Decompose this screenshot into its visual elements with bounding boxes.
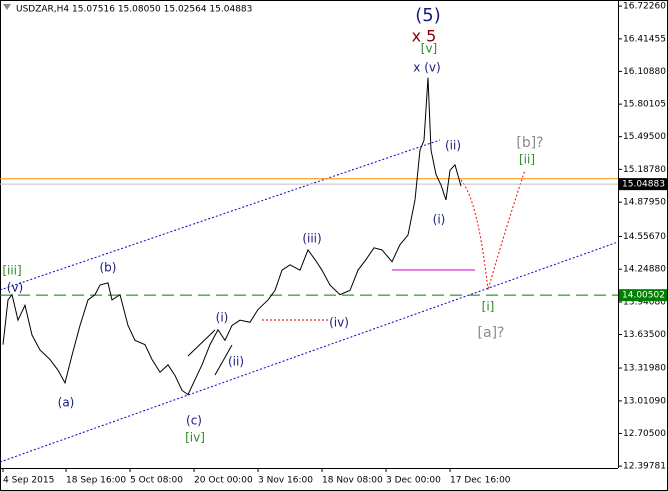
y-tick-label: 16.10880 <box>623 67 666 77</box>
wave-label: [a]? <box>478 325 505 341</box>
wave-label: [b]? <box>516 135 543 151</box>
wave-label: [v] <box>421 42 437 56</box>
price-line <box>2 77 462 396</box>
y-tick-label: 13.31980 <box>623 364 666 374</box>
x-tick-label: 17 Dec 16:00 <box>450 476 511 486</box>
wedge-line <box>187 329 216 357</box>
y-tick-label: 13.94080 <box>623 297 666 307</box>
y-tick-label: 15.49500 <box>623 132 666 142</box>
y-tick-label: 13.01090 <box>623 396 666 406</box>
y-tick-label: 16.72260 <box>623 2 666 12</box>
price-label-box <box>619 289 667 302</box>
price-label-box <box>619 178 667 191</box>
wave-label: (ii) <box>228 355 244 369</box>
price-label: 15.04883 <box>622 180 665 190</box>
x-tick-label: 3 Nov 16:00 <box>258 476 313 486</box>
x-tick-label: 4 Sep 2015 <box>3 476 54 486</box>
y-tick-label: 16.41455 <box>623 34 666 44</box>
y-tick-label: 14.87950 <box>623 198 666 208</box>
header-icon <box>3 4 11 10</box>
y-tick-label: 12.70500 <box>623 429 666 439</box>
channel-upper <box>0 139 441 291</box>
wave-label: (5) <box>415 5 441 26</box>
wave-label: (v) <box>7 281 23 295</box>
wave-label: (i) <box>433 213 446 227</box>
wave-label: (ii) <box>445 139 461 153</box>
wave-label: (i) <box>216 311 229 325</box>
wave-label: (iv) <box>329 316 349 330</box>
y-tick-label: 14.55670 <box>623 232 666 242</box>
price-label: 14.00502 <box>622 291 665 301</box>
wave-label: [iv] <box>185 431 205 445</box>
wave-label: [iii] <box>2 264 21 278</box>
y-tick-label: 15.18780 <box>623 165 666 175</box>
wave-label: (b) <box>100 261 117 275</box>
x-tick-label: 5 Oct 08:00 <box>130 476 183 486</box>
wave-label: (iii) <box>302 232 321 246</box>
wave-label: [ii] <box>519 153 535 167</box>
chart-header: USDZAR,H4 15.07516 15.08050 15.02564 15.… <box>16 5 252 15</box>
y-tick-label: 15.80105 <box>623 100 666 110</box>
wave-label: x (v) <box>413 61 440 75</box>
x-tick-label: 3 Dec 00:00 <box>386 476 441 486</box>
wedge-line <box>214 344 233 376</box>
wave-label: x 5 <box>412 27 437 46</box>
x-tick-label: 20 Oct 00:00 <box>194 476 253 486</box>
y-tick-label: 12.39781 <box>623 462 666 472</box>
y-tick-label: 14.24880 <box>623 265 666 275</box>
x-tick-label: 18 Sep 16:00 <box>66 476 126 486</box>
wave-label: [i] <box>482 300 495 314</box>
wave-label: (c) <box>186 414 202 428</box>
x-tick-label: 18 Nov 08:00 <box>322 476 383 486</box>
wave-label: (a) <box>58 396 75 410</box>
channel-lower <box>0 241 619 463</box>
y-tick-label: 13.63500 <box>623 330 666 340</box>
